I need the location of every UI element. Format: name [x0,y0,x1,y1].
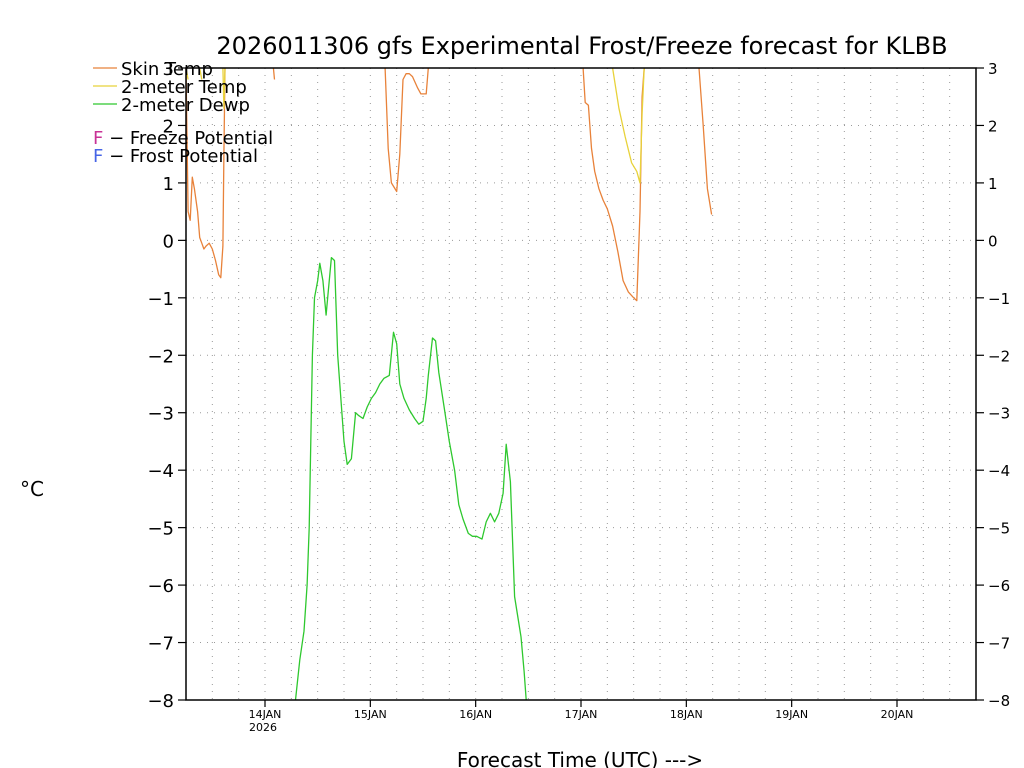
y-tick-label-right: 2 [988,117,998,135]
series-line-2-meter-dewp [294,256,527,701]
chart-title: 2026011306 gfs Experimental Frost/Freeze… [216,32,947,60]
series-line-skin-temp [698,67,713,215]
x-tick-sublabel: 2026 [249,721,277,734]
x-tick-label: 14JAN [249,708,282,721]
y-tick-label-right: −1 [988,290,1010,308]
x-tick-label: 18JAN [670,708,703,721]
y-tick-label: −8 [147,691,174,712]
series-line-skin-temp [272,67,276,80]
y-tick-label: 3 [163,59,174,80]
y-axis-label: °C [20,477,44,501]
y-tick-label: −2 [147,346,174,367]
legend-label: 2-meter Dewp [121,95,250,116]
legend-label: 2-meter Temp [121,77,247,98]
y-tick-label-right: 1 [988,175,998,193]
legend-label: Skin Temp [121,59,213,80]
grid-lines [186,68,976,700]
y-tick-label: 1 [163,174,174,195]
y-tick-label: 2 [163,116,174,137]
y-tick-label: −1 [147,289,174,310]
y-tick-label: 0 [163,231,174,252]
y-tick-label-right: −4 [988,462,1010,480]
y-tick-label-right: −5 [988,520,1010,538]
y-tick-label: −7 [147,634,174,655]
x-tick-label: 16JAN [459,708,492,721]
y-tick-label: −5 [147,519,174,540]
x-tick-label: 19JAN [775,708,808,721]
x-tick-label: 17JAN [565,708,598,721]
series-line-skin-temp [185,67,226,279]
y-tick-label-right: −2 [988,347,1010,365]
y-tick-label: −4 [147,461,174,482]
y-tick-label-right: −6 [988,577,1010,595]
y-tick-label-right: −8 [988,692,1010,710]
y-tick-label-right: −3 [988,405,1010,423]
y-tick-label: −3 [147,404,174,425]
y-tick-label: −6 [147,576,174,597]
y-axis-ticks: 3 3 2 2 1 1 0 0 −1 −1 −2 −2 −3 −3 −4 −4 −5 −5 −6 −6 −7 −7 −8 −8 [147,59,1010,712]
series-line-2-meter-temp [222,67,226,109]
potential-legend-entry: F − Freeze Potential [93,128,273,149]
y-tick-label-right: 0 [988,232,998,250]
series-line-2-meter-temp [611,67,645,184]
data-series [185,67,713,701]
y-tick-label-right: −7 [988,635,1010,653]
potential-legend-entry: F − Frost Potential [93,146,258,167]
y-tick-label-right: 3 [988,60,998,78]
series-line-skin-temp [582,67,645,302]
x-tick-label: 20JAN [881,708,914,721]
series-line-2-meter-temp [199,67,203,80]
x-tick-label: 15JAN [354,708,387,721]
x-axis-label: Forecast Time (UTC) ---> [457,748,703,768]
series-line-skin-temp [384,67,429,193]
